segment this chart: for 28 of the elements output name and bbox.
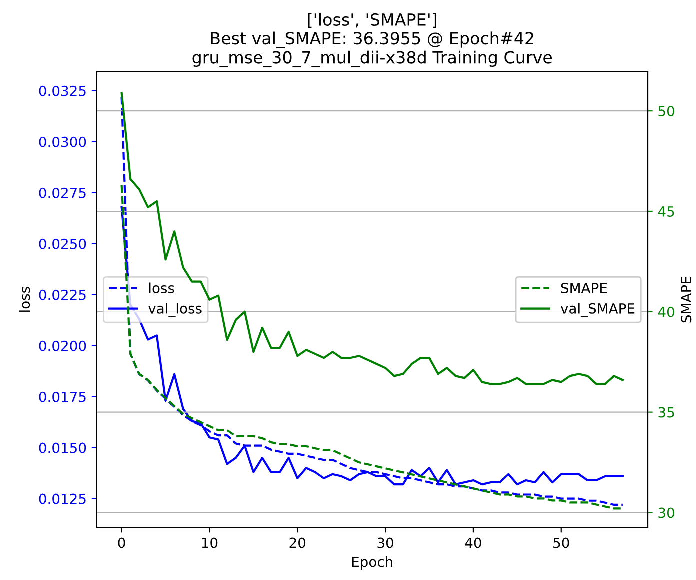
legend-label: SMAPE	[561, 283, 608, 294]
y2-axis-title: SMAPE	[681, 277, 692, 323]
y2-tick-label: 30	[658, 508, 674, 518]
legend-label: val_loss	[148, 303, 202, 317]
legend-label: val_SMAPE	[560, 303, 635, 317]
x-tick-label: 20	[290, 538, 306, 548]
y2-tick-label: 35	[658, 407, 674, 418]
x-tick-label: 40	[465, 538, 482, 548]
y-tick-label: 0.0150	[39, 442, 86, 454]
y-tick-label: 0.0175	[39, 392, 86, 402]
y2-tick-label: 40	[658, 306, 674, 318]
x-tick-label: 0	[118, 538, 126, 548]
y-tick-label: 0.0325	[39, 86, 86, 96]
y2-tick-label: 45	[658, 206, 674, 217]
y-axis-title: loss	[19, 287, 30, 312]
x-tick-label: 10	[202, 538, 218, 548]
legend-label: loss	[149, 282, 174, 294]
y-tick-label: 0.0200	[39, 340, 86, 352]
chart-title: ['loss', 'SMAPE'] Best val_SMAPE: 36.3955 @ Epoch#42 gru_mse_30_7_mul_dii-x38d Training Curve	[192, 13, 552, 68]
y-tick-label: 0.0250	[39, 238, 86, 250]
x-axis-title: Epoch	[352, 556, 392, 570]
y-tick-label: 0.0125	[39, 494, 86, 504]
y-tick-label: 0.0300	[39, 136, 86, 148]
y-tick-label: 0.0225	[39, 290, 86, 300]
x-tick-label: 50	[554, 538, 570, 548]
x-tick-label: 30	[378, 538, 394, 548]
y-tick-label: 0.0275	[39, 188, 86, 198]
y2-tick-label: 50	[658, 106, 674, 117]
